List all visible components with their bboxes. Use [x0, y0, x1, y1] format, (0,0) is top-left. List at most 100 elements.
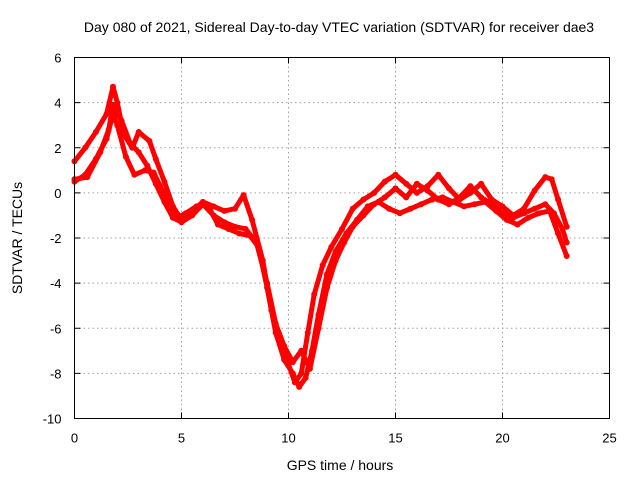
- data-point: [478, 180, 485, 187]
- data-point: [371, 201, 378, 208]
- data-point: [435, 196, 442, 203]
- data-point: [304, 329, 311, 336]
- data-point: [371, 189, 378, 196]
- data-point: [559, 226, 566, 232]
- data-point: [221, 219, 228, 226]
- data-point: [446, 185, 452, 192]
- data-point: [381, 194, 388, 201]
- data-point: [110, 83, 116, 90]
- data-point: [499, 210, 506, 217]
- data-point: [110, 101, 116, 108]
- data-point: [232, 223, 238, 230]
- data-point: [510, 214, 517, 221]
- data-point: [418, 201, 425, 208]
- y-tick-label: -8: [50, 366, 62, 381]
- y-axis-ticks: -10 -8 -6 -4 -2 0 2 4 6: [43, 51, 610, 427]
- grid-lines: [74, 57, 610, 419]
- x-tick-label: 15: [388, 431, 402, 446]
- data-point: [360, 196, 367, 203]
- data-point: [210, 203, 217, 210]
- x-tick-label: 10: [281, 431, 295, 446]
- data-point: [319, 262, 326, 269]
- data-point: [281, 356, 288, 363]
- data-point: [503, 216, 510, 223]
- data-point: [84, 174, 91, 181]
- y-tick-label: -2: [50, 231, 62, 246]
- data-point: [146, 138, 153, 144]
- data-point: [144, 162, 151, 169]
- y-tick-label: -4: [50, 276, 62, 291]
- data-point: [535, 210, 542, 217]
- data-point: [103, 110, 110, 117]
- data-point: [135, 129, 142, 135]
- data-point: [272, 320, 279, 327]
- data-point: [531, 187, 538, 194]
- x-tick-label: 20: [495, 431, 509, 446]
- x-axis-label: GPS time / hours: [287, 457, 394, 473]
- data-point: [249, 216, 256, 223]
- data-point: [122, 153, 129, 160]
- data-point: [169, 214, 176, 221]
- data-point: [514, 221, 521, 228]
- data-point: [328, 244, 335, 250]
- x-tick-label: 25: [602, 431, 616, 446]
- data-point: [446, 201, 452, 208]
- data-point: [127, 140, 134, 147]
- series-line: [72, 102, 570, 372]
- data-point: [563, 239, 570, 246]
- data-point: [161, 198, 168, 205]
- data-point: [550, 210, 557, 217]
- data-point: [131, 171, 138, 178]
- data-point: [471, 201, 478, 208]
- data-point: [242, 226, 249, 232]
- data-point: [264, 280, 271, 287]
- data-point: [542, 201, 549, 208]
- y-axis-label: SDTVAR / TECUs: [9, 182, 25, 294]
- data-point: [311, 291, 318, 298]
- data-point: [315, 325, 322, 332]
- data-point: [349, 205, 356, 212]
- data-point: [152, 180, 159, 187]
- data-point: [324, 284, 330, 291]
- data-point: [339, 226, 345, 232]
- data-point: [435, 171, 442, 178]
- data-point: [221, 207, 228, 214]
- data-point: [392, 185, 399, 192]
- data-point: [236, 230, 243, 237]
- data-point: [360, 212, 367, 219]
- data-point: [392, 171, 399, 178]
- data-series: [71, 83, 570, 390]
- x-axis-ticks: 0 5 10 15 20 25: [71, 57, 617, 446]
- y-tick-label: 0: [54, 186, 61, 201]
- data-point: [396, 210, 403, 217]
- data-point: [413, 189, 420, 196]
- y-tick-label: 6: [54, 51, 61, 66]
- data-point: [555, 230, 562, 237]
- data-point: [289, 370, 296, 377]
- data-point: [298, 370, 305, 377]
- data-point: [386, 205, 393, 212]
- data-point: [97, 149, 104, 156]
- data-point: [298, 347, 305, 354]
- data-point: [478, 194, 485, 201]
- data-point: [413, 180, 420, 187]
- data-point: [302, 374, 309, 381]
- data-point: [105, 126, 112, 133]
- data-point: [332, 257, 339, 264]
- data-point: [232, 205, 238, 212]
- data-point: [403, 194, 410, 201]
- data-point: [289, 359, 296, 366]
- data-point: [407, 205, 414, 212]
- data-point: [253, 239, 260, 246]
- data-point: [563, 253, 570, 259]
- data-point: [456, 194, 463, 201]
- y-tick-label: 4: [54, 96, 61, 111]
- data-point: [182, 210, 189, 217]
- y-tick-label: -6: [50, 321, 62, 336]
- data-point: [555, 196, 562, 203]
- data-point: [520, 210, 527, 217]
- data-point: [525, 214, 532, 221]
- data-point: [424, 187, 431, 194]
